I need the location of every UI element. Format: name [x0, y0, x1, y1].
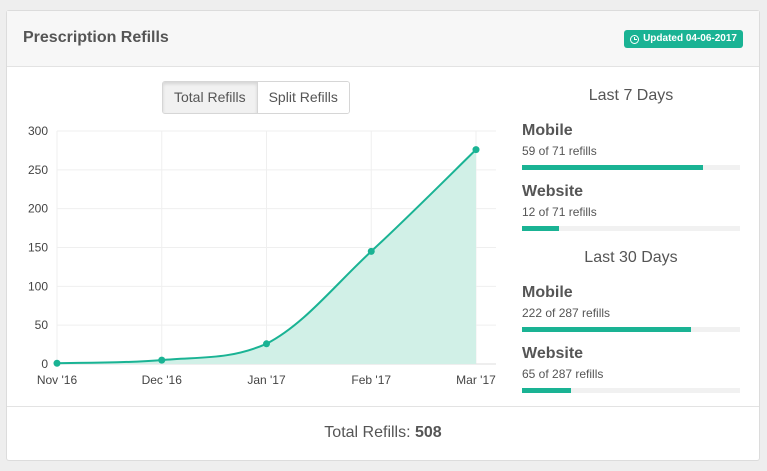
progress-track [522, 388, 740, 393]
stat-label: Website [522, 183, 584, 200]
total-refills-value: 508 [415, 424, 442, 441]
y-tick-label: 0 [41, 357, 48, 371]
total-refills-footer: Total Refills: 508 [7, 406, 759, 460]
updated-badge: Updated 04-06-2017 [624, 30, 743, 48]
total-refills-toggle-button[interactable]: Total Refills [163, 82, 258, 113]
data-point [472, 146, 480, 154]
data-point [263, 340, 270, 348]
total-refills-label: Total Refills: [324, 424, 411, 441]
stat-label: Website [522, 345, 584, 362]
y-tick-label: 300 [28, 124, 48, 138]
last-30-days-mobile-stat: Mobile 222 of 287 refills [522, 284, 740, 332]
card-title: Prescription Refills [23, 29, 169, 46]
card-header: Prescription Refills Updated 04-06-2017 [7, 11, 759, 67]
x-tick-label: Jan '17 [247, 373, 286, 387]
stat-sub: 12 of 71 refills [522, 205, 597, 219]
series-area [57, 149, 476, 364]
updated-badge-text: Updated 04-06-2017 [643, 33, 737, 44]
progress-fill [522, 165, 704, 170]
progress-fill [522, 226, 559, 231]
data-point [53, 359, 61, 367]
refill-breakdown-panel: Last 7 Days Mobile 59 of 71 refills Webs… [522, 81, 740, 393]
y-tick-label: 250 [28, 163, 48, 177]
y-tick-label: 200 [28, 202, 48, 216]
clock-icon [630, 34, 640, 44]
progress-fill [522, 327, 691, 332]
data-point [367, 247, 375, 255]
last-7-days-title: Last 7 Days [588, 87, 674, 104]
last-7-days-website-stat: Website 12 of 71 refills [522, 183, 740, 231]
stat-label: Mobile [522, 284, 573, 301]
split-refills-toggle-button[interactable]: Split Refills [257, 82, 349, 113]
y-tick-label: 150 [28, 241, 48, 255]
stat-sub: 65 of 287 refills [522, 367, 604, 381]
chart-toggle-group: Total Refills Split Refills [162, 81, 350, 114]
last-30-days-title: Last 30 Days [584, 249, 678, 266]
x-tick-label: Dec '16 [142, 373, 183, 387]
x-tick-label: Nov '16 [37, 373, 78, 387]
last-30-days-website-stat: Website 65 of 287 refills [522, 345, 740, 393]
x-tick-label: Feb '17 [351, 373, 391, 387]
stat-sub: 59 of 71 refills [522, 144, 597, 158]
last-7-days-mobile-stat: Mobile 59 of 71 refills [522, 122, 740, 170]
series-line [56, 148, 477, 365]
y-tick-label: 50 [35, 318, 49, 332]
progress-fill [522, 388, 572, 393]
stat-label: Mobile [522, 122, 573, 139]
refills-area-chart: 0 50 100 150 200 250 300 Nov '16 Dec '16 Jan '17 F… [28, 124, 496, 387]
progress-track [522, 327, 740, 332]
y-tick-label: 100 [28, 279, 48, 293]
data-point [158, 356, 166, 364]
progress-track [522, 226, 740, 231]
x-tick-label: Mar '17 [456, 373, 496, 387]
progress-track [522, 165, 740, 170]
stat-sub: 222 of 287 refills [522, 306, 611, 320]
prescription-refills-card: Prescription Refills Updated 04-06-2017 … [6, 10, 760, 461]
